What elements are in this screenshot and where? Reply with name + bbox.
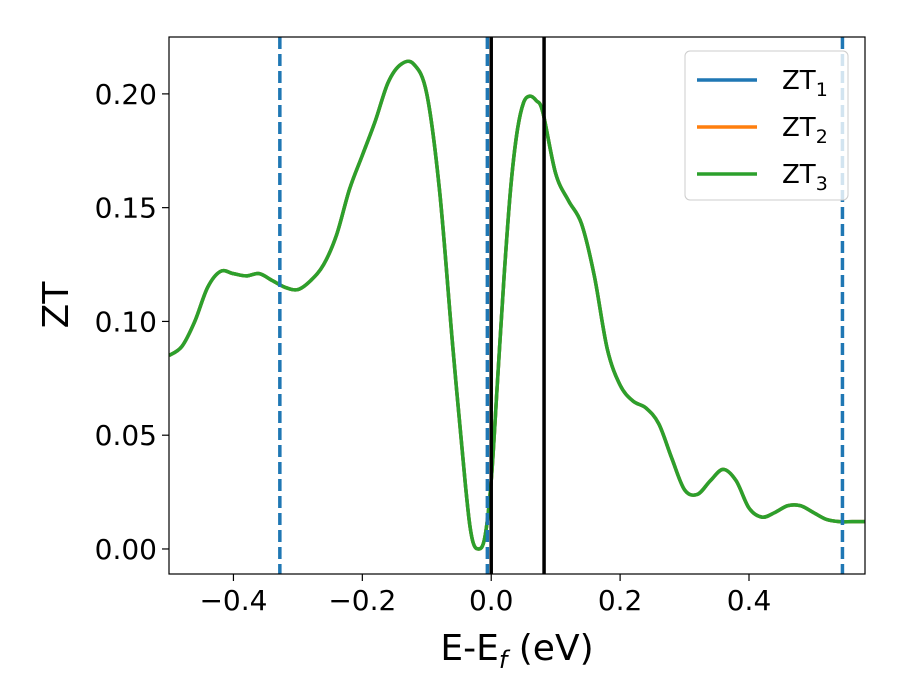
y-tick-label: 0.15 [95,192,157,225]
x-axis-label: E-Ef (eV) [440,628,593,674]
y-tick-label: 0.00 [95,533,157,566]
x-tick-label: −0.4 [199,584,267,617]
x-tick-label: 0.0 [469,584,514,617]
x-axis-ticks: −0.4 −0.2 0.0 0.2 0.4 [199,574,771,617]
y-axis-ticks: 0.00 0.05 0.10 0.15 0.20 [95,78,169,566]
series-line-zt3 [169,59,865,551]
x-tick-label: −0.2 [328,584,396,617]
legend-label-zt1: ZT1 [782,66,828,101]
x-tick-label: 0.2 [598,584,643,617]
y-axis-label: ZT [36,281,77,329]
legend-box [684,50,849,201]
plot-frame [168,36,866,575]
y-tick-label: 0.20 [95,78,157,111]
legend-label-zt2: ZT2 [782,113,828,148]
legend: ZT1 ZT2 ZT3 [684,50,849,201]
legend-label-zt3: ZT3 [782,160,828,195]
x-tick-label: 0.4 [727,584,772,617]
y-tick-label: 0.10 [95,305,157,338]
y-tick-label: 0.05 [95,419,157,452]
